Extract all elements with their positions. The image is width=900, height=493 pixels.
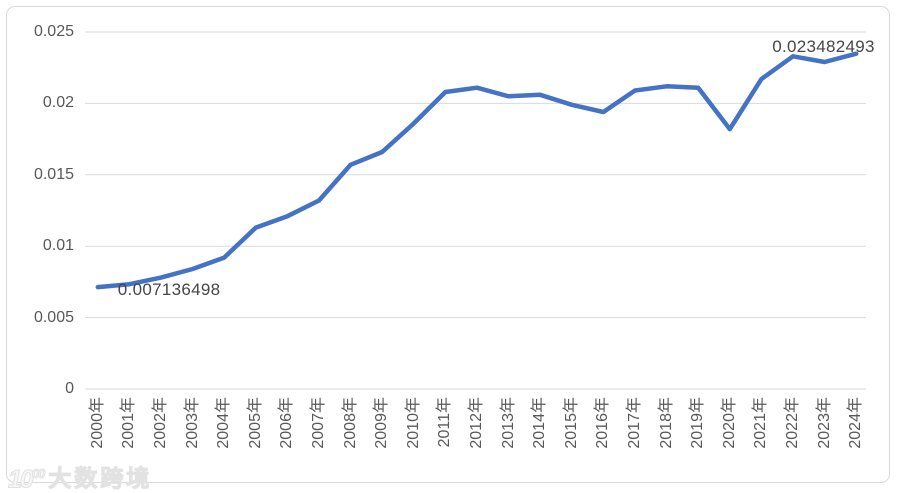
x-tick-label: 2017年: [626, 397, 643, 449]
x-tick-label: 2003年: [183, 397, 201, 449]
x-tick-label: 2012年: [468, 397, 485, 449]
x-tick-label: 2007年: [310, 397, 327, 449]
x-tick-label: 2019年: [689, 397, 707, 449]
x-tick-label: 2010年: [404, 397, 422, 449]
x-tick-label: 2016年: [594, 397, 612, 449]
x-tick-label: 2001年: [120, 397, 138, 449]
x-tick-label: 2022年: [784, 397, 801, 449]
x-tick-label: 2006年: [278, 397, 296, 449]
series-line: [95, 51, 859, 290]
x-tick-label: 2000年: [88, 397, 106, 449]
y-tick-label: 0: [65, 380, 74, 397]
x-tick-label: 2021年: [752, 397, 770, 449]
y-tick-label: 0.025: [33, 23, 74, 40]
x-tick-label: 2015年: [562, 397, 580, 449]
x-tick-label: 2014年: [531, 397, 549, 449]
data-label: 0.007136498: [117, 280, 221, 300]
x-tick-label: 2009年: [373, 397, 391, 449]
x-tick-label: 2005年: [246, 397, 264, 449]
data-label: 0.023482493: [772, 36, 875, 56]
x-tick-label: 2002年: [152, 397, 169, 449]
x-tick-label: 2023年: [815, 397, 833, 449]
x-tick-label: 2013年: [499, 397, 517, 449]
watermark: 1000 大数跨境: [8, 463, 153, 493]
y-tick-label: 0.02: [42, 94, 74, 112]
y-tick-label: 0.005: [33, 308, 74, 326]
y-tick-label: 0.015: [33, 165, 74, 183]
x-tick-label: 2024年: [847, 397, 865, 449]
y-tick-label: 0.01: [42, 237, 74, 255]
watermark-text: 大数跨境: [48, 465, 153, 491]
x-tick-label: 2008年: [341, 397, 359, 449]
x-tick-label: 2011年: [436, 397, 454, 448]
x-tick-label: 2004年: [215, 397, 233, 449]
x-tick-label: 2020年: [720, 397, 738, 449]
x-tick-label: 2018年: [657, 397, 675, 449]
watermark-logo-icon: 1000: [8, 465, 46, 493]
